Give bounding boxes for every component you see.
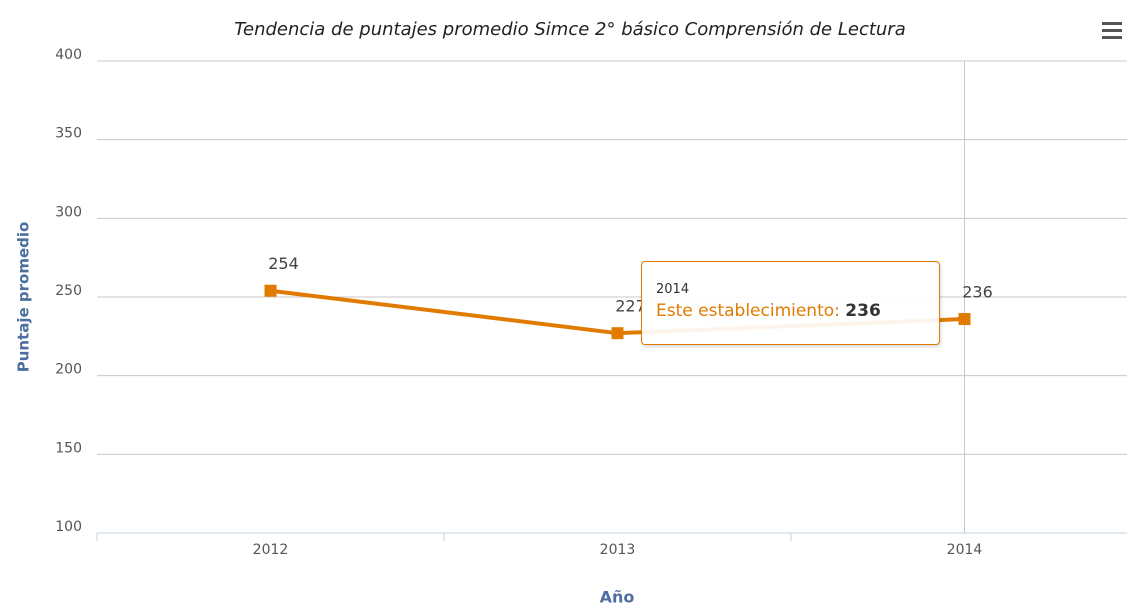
y-tick-label: 250 [55,283,82,299]
data-label: 254 [268,254,299,273]
data-label: 227 [615,297,646,316]
menu-button[interactable] [1102,22,1122,39]
x-tick-label: 2014 [947,542,983,558]
menu-bar[interactable] [1102,36,1122,39]
x-axis-title: Año [600,588,635,607]
y-tick-label: 200 [55,362,82,378]
tooltip-header: 2014 [656,282,690,297]
point-marker [611,327,624,340]
y-tick-label: 300 [55,204,82,220]
y-tick-label: 100 [55,519,82,535]
y-tick-label: 150 [55,440,82,456]
point-marker [264,284,277,297]
tooltip: 2014 Este establecimiento 236 [641,261,940,345]
point-marker [958,313,971,326]
tooltip-value: 236 [845,301,881,321]
tooltip-body: Este establecimiento 236 [656,301,939,321]
menu-bar[interactable] [1102,29,1122,32]
y-tick-label: 400 [55,47,82,63]
menu-bar[interactable] [1102,22,1122,25]
x-tick-label: 2013 [600,542,636,558]
y-axis-title: Puntaje promedio [15,222,33,373]
x-tick-label: 2012 [253,542,289,558]
data-label: 236 [962,283,993,302]
chart-title: Tendencia de puntajes promedio Simce 2° … [234,19,906,40]
tooltip-separator [834,301,840,321]
tooltip-series: Este establecimiento [656,301,835,321]
y-tick-label: 350 [55,126,82,142]
